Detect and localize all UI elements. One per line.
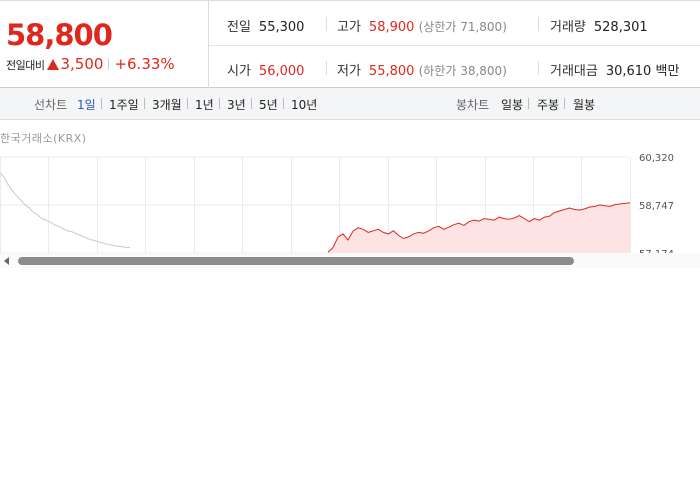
current-price: 58,800 [6,18,113,52]
price-box: 58,800 전일대비 3,500 +6.33% [0,1,209,88]
upper-limit: (상한가 71,800) [419,20,507,34]
prev-close-cell: 전일 55,300 [227,16,304,35]
change-row: 전일대비 3,500 +6.33% [6,54,175,73]
change-label: 전일대비 [6,59,45,72]
divider [101,98,102,109]
period-3year[interactable]: 3년 [227,98,246,112]
period-10year[interactable]: 10년 [291,98,318,112]
low-label: 저가 [337,64,361,79]
y-tick-label: 60,320 [639,153,674,164]
divider [187,98,188,109]
period-5year[interactable]: 5년 [259,98,278,112]
upper-limit-value: 71,800) [460,20,507,34]
lower-limit-label: (하한가 [418,64,457,78]
row-divider [209,45,700,46]
high-value: 58,900 [368,20,415,35]
divider [326,17,327,31]
y-tick-label: 58,747 [639,201,674,212]
volume-cell: 거래량 528,301 [550,16,648,35]
divider [219,98,220,109]
open-label: 시가 [227,64,251,79]
line-chart-label: 선차트 [34,98,68,112]
quote-grid: 전일 55,300 고가 58,900 (상한가 71,800) 거래량 528,30… [209,1,700,88]
chart-area: 한국거래소(KRX) 60,320 58,747 57,174 [0,120,700,270]
high-label: 고가 [337,20,361,35]
prev-close-label: 전일 [227,20,251,35]
today-line [327,202,631,253]
change-value: 3,500 [60,55,104,73]
lower-limit: (하한가 38,800) [419,64,507,78]
candle-monthly[interactable]: 월봉 [573,98,596,112]
period-1week[interactable]: 1주일 [109,98,139,112]
prev-close-value: 55,300 [258,20,305,35]
today-area [328,202,630,253]
divider [144,98,145,109]
volume-label: 거래량 [550,20,586,35]
chart-scrollbar[interactable] [0,253,700,268]
candle-chart-label: 봉차트 [456,98,490,112]
divider [326,61,327,75]
amount-value: 30,610 [605,64,652,79]
quote-panel: 58,800 전일대비 3,500 +6.33% 전일 55,300 고가 58,900… [0,0,700,88]
prev-day-line [0,172,131,249]
divider [538,17,539,31]
period-1year[interactable]: 1년 [195,98,214,112]
divider [528,98,529,109]
amount-label: 거래대금 [550,64,598,79]
period-3month[interactable]: 3개월 [152,98,182,112]
open-value: 56,000 [258,64,305,79]
up-triangle-icon [47,59,60,70]
low-cell: 저가 55,800 (하한가 38,800) [337,60,507,79]
period-bar: 선차트 1일 1주일 3개월 1년 3년 5년 10년 봉차트 일봉 주봉 월봉 [0,88,700,120]
candle-daily[interactable]: 일봉 [501,98,524,112]
period-1day[interactable]: 1일 [77,98,96,112]
divider [108,58,110,70]
high-cell: 고가 58,900 (상한가 71,800) [337,16,507,35]
scroll-left-icon[interactable] [4,257,9,265]
low-value: 55,800 [368,64,415,79]
data-source: 한국거래소(KRX) [0,132,87,145]
volume-value: 528,301 [593,20,648,35]
amount-unit: 백만 [655,64,680,79]
divider [538,61,539,75]
amount-cell: 거래대금 30,610 백만 [550,60,679,79]
lower-limit-value: 38,800) [460,64,507,78]
divider [251,98,252,109]
price-chart: 60,320 58,747 57,174 [0,153,674,253]
y-tick-label: 57,174 [639,249,674,253]
divider [283,98,284,109]
scroll-thumb[interactable] [18,257,574,265]
change-percent: +6.33% [114,55,175,73]
upper-limit-label: (상한가 [418,20,457,34]
open-cell: 시가 56,000 [227,60,304,79]
divider [564,98,565,109]
candle-weekly[interactable]: 주봉 [537,98,560,112]
